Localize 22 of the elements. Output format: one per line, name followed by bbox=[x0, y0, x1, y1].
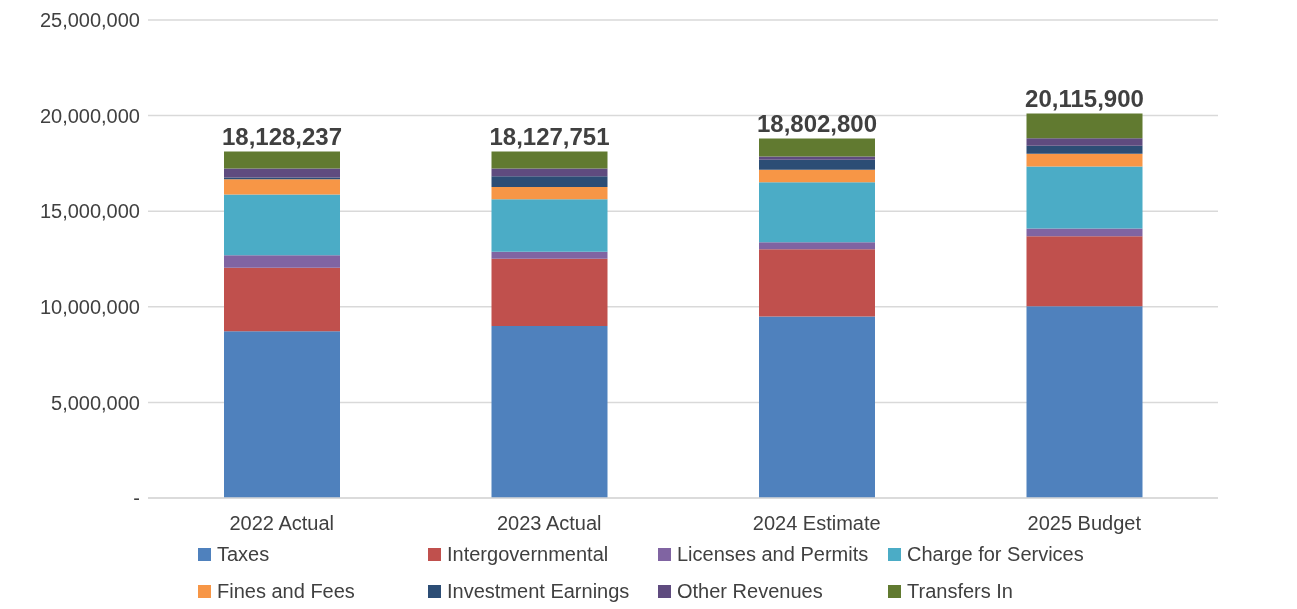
total-label: 18,128,237 bbox=[221, 123, 343, 151]
x-tick-label: 2025 Budget bbox=[1027, 512, 1142, 535]
y-tick-label: 20,000,000 bbox=[39, 104, 140, 127]
total-label: 18,127,751 bbox=[489, 123, 610, 151]
x-tick-label: 2023 Actual bbox=[496, 512, 602, 535]
legend-label: Fines and Fees bbox=[217, 580, 355, 603]
legend-label: Taxes bbox=[217, 543, 270, 566]
x-tick-label: 2024 Estimate bbox=[752, 512, 881, 535]
legend-label: Investment Earnings bbox=[447, 580, 630, 603]
y-tick-label: 10,000,000 bbox=[39, 295, 140, 318]
y-tick-label: 15,000,000 bbox=[39, 200, 140, 223]
x-tick-label: 2022 Actual bbox=[229, 512, 335, 535]
legend-label: Licenses and Permits bbox=[677, 543, 869, 566]
legend-label: Other Revenues bbox=[677, 580, 823, 603]
total-label: 20,115,900 bbox=[1025, 85, 1144, 113]
legend-label: Transfers In bbox=[907, 580, 1013, 603]
legend-label: Intergovernmental bbox=[447, 543, 609, 566]
legend-label: Charge for Services bbox=[907, 543, 1084, 566]
y-tick-label: 25,000,000 bbox=[39, 9, 140, 32]
y-tick-label: - bbox=[133, 487, 140, 510]
y-tick-label: 5,000,000 bbox=[51, 391, 140, 414]
total-label: 18,802,800 bbox=[756, 110, 878, 138]
